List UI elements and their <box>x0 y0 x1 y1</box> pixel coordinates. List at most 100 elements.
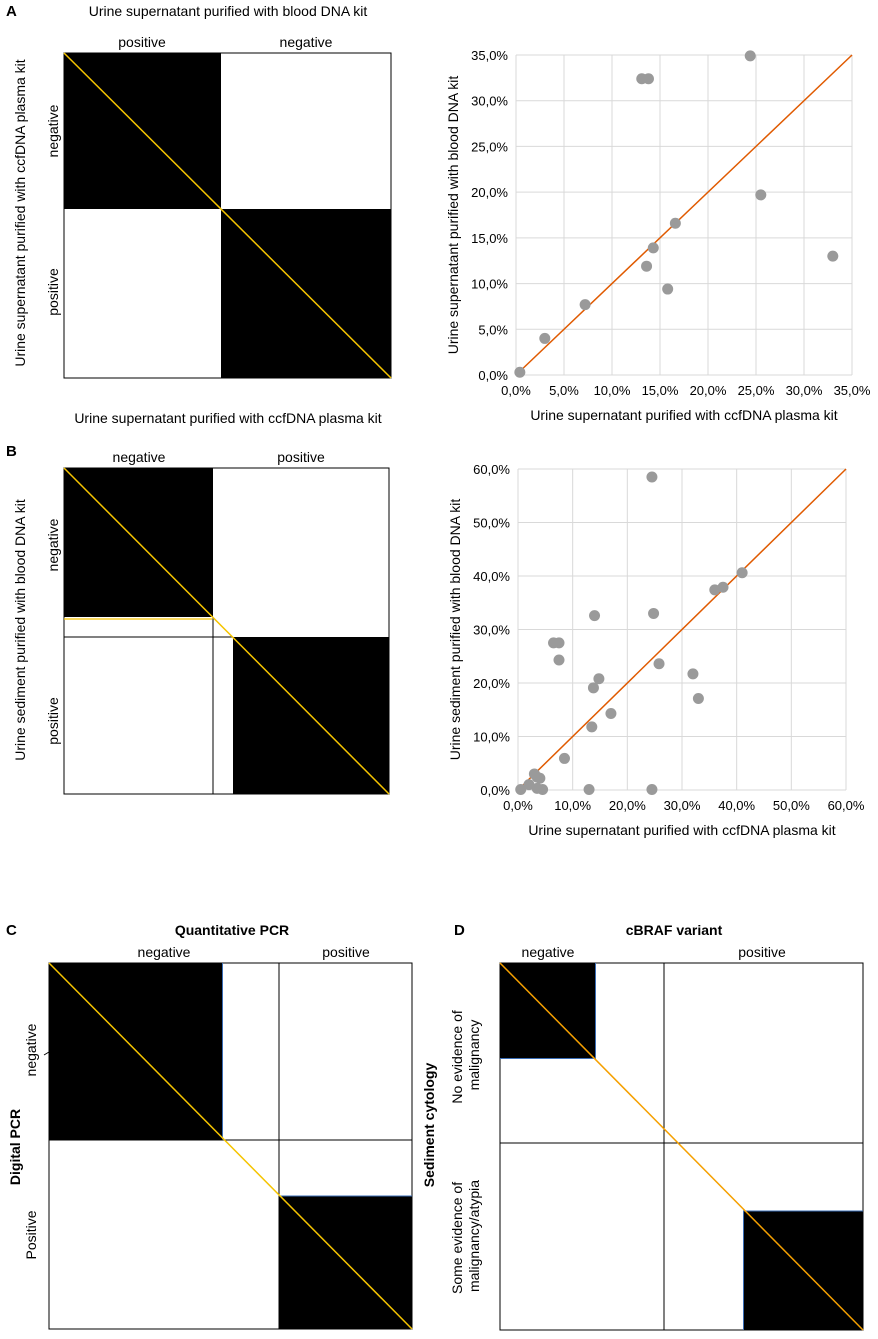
mosaic-b-col-label-1: negative <box>113 449 166 465</box>
scatter-b-point-11 <box>583 783 595 795</box>
mosaic-c-col-label-2: positive <box>322 944 370 960</box>
scatter-b-identity-line <box>517 468 847 791</box>
scatter-b-xtick-label-1: 10,0% <box>554 798 591 813</box>
scatter-b-ytick-label-1: 10,0% <box>473 730 510 745</box>
mosaic-a-row-label-2: positive <box>45 268 61 316</box>
scatter-a-point-4 <box>642 73 654 85</box>
mosaic-d-y-axis-label: Sediment cytology <box>421 1063 437 1188</box>
mosaic-d-col-label-2: positive <box>738 944 786 960</box>
mosaic-c-row-label-1: negative <box>23 1023 39 1076</box>
mosaic-b-y-axis-label: Urine sediment purified with blood DNA k… <box>12 499 28 761</box>
mosaic-b-diagonal <box>63 467 390 795</box>
mosaic-c-row-label-2: Positive <box>23 1210 39 1259</box>
scatter-a-point-1 <box>539 332 551 344</box>
scatter-b-point-1 <box>523 779 535 791</box>
mosaic-c-plot <box>43 962 413 1330</box>
scatter-b-xtick-label-5: 50,0% <box>773 798 810 813</box>
scatter-b-ytick-label-2: 20,0% <box>473 676 510 691</box>
scatter-a-xtick-label-4: 20,0% <box>690 383 727 398</box>
mosaic-c-col-label-1: negative <box>138 944 191 960</box>
scatter-a-point-8 <box>669 217 681 229</box>
scatter-b-point-20 <box>653 658 665 670</box>
scatter-b-xtick-label-4: 40,0% <box>718 798 755 813</box>
scatter-a-ytick-label-1: 5,0% <box>478 322 508 337</box>
scatter-a-xtick-label-0: 0,0% <box>501 383 531 398</box>
mosaic-d-row-label-2-line-1: Some evidence of <box>449 1182 465 1294</box>
mosaic-d-row-label-2: Some evidence of malignancy/atypia <box>449 1178 482 1294</box>
scatter-a: 0,0%0,0% 5,0% 5,0% 10,0% 10,0% 15,0% 15,0% 20,0… <box>445 48 871 423</box>
mosaic-a-diagonal <box>63 52 392 379</box>
mosaic-c-diagonal <box>48 962 413 1330</box>
scatter-a-y-axis-label: Urine supernatant purified with blood DN… <box>445 76 461 355</box>
scatter-b-y-axis-label: Urine sediment purified with blood DNA k… <box>447 499 463 761</box>
scatter-b-point-25 <box>736 567 748 579</box>
scatter-b-point-24 <box>717 581 729 593</box>
mosaic-d-row-label-1-line-1: No evidence of <box>449 1010 465 1104</box>
scatter-a-ytick-label-4: 20,0% <box>471 185 508 200</box>
scatter-a-point-9 <box>744 50 756 62</box>
scatter-a-ytick-label-2: 10,0% <box>471 277 508 292</box>
scatter-a-point-5 <box>641 260 653 272</box>
panel-letter-c: C <box>6 922 17 939</box>
scatter-b: 0,0%0,0% 10,0% 10,0% 20,0% 20,0% 30,0% 30,0% 40… <box>447 462 865 838</box>
scatter-b-xtick-label-6: 60,0% <box>828 798 865 813</box>
scatter-a-xtick-label-3: 15,0% <box>642 383 679 398</box>
scatter-b-xtick-label-0: 0,0% <box>503 798 533 813</box>
scatter-b-point-5 <box>534 772 546 784</box>
scatter-b-xtick-label-3: 30,0% <box>664 798 701 813</box>
scatter-a-point-7 <box>662 283 674 295</box>
mosaic-d-row-label-2-line-2: malignancy/atypia <box>466 1180 482 1292</box>
scatter-b-point-0 <box>515 783 527 795</box>
scatter-a-point-6 <box>647 242 659 254</box>
panel-letter-d: D <box>454 922 465 939</box>
scatter-b-point-16 <box>605 707 617 719</box>
scatter-b-x-axis-label: Urine supernatant purified with ccfDNA p… <box>528 822 835 838</box>
scatter-b-point-12 <box>586 721 598 733</box>
scatter-b-ytick-label-6: 60,0% <box>473 462 510 477</box>
mosaic-b-row-label-1: negative <box>45 518 61 571</box>
mosaic-d-diagonal <box>499 962 864 1331</box>
scatter-b-point-15 <box>593 673 605 685</box>
scatter-b-point-19 <box>648 607 660 619</box>
scatter-a-ytick-label-7: 35,0% <box>471 48 508 63</box>
scatter-a-point-10 <box>755 189 767 201</box>
panel-letter-a: A <box>6 3 17 20</box>
mosaic-a-x-caption: Urine supernatant purified with ccfDNA p… <box>74 410 381 426</box>
mosaic-d-row-label-1-line-2: malignancy <box>466 1020 482 1091</box>
scatter-a-point-11 <box>827 250 839 262</box>
scatter-b-point-17 <box>646 471 658 483</box>
mosaic-c-title: Quantitative PCR <box>175 922 289 938</box>
scatter-a-identity-line <box>515 54 853 376</box>
scatter-b-point-22 <box>692 693 704 705</box>
mosaic-d-title: cBRAF variant <box>626 922 723 938</box>
mosaic-b-row-label-2: positive <box>45 697 61 745</box>
scatter-a-ytick-label-3: 15,0% <box>471 231 508 246</box>
scatter-a-ytick-label-0: 0,0% <box>478 368 508 383</box>
scatter-b-ytick-label-0: 0,0% <box>480 783 510 798</box>
mosaic-a-col-label-1: positive <box>118 34 166 50</box>
mosaic-d-row-label-1: No evidence of malignancy <box>449 1006 482 1103</box>
scatter-b-point-18 <box>646 783 658 795</box>
scatter-b-point-13 <box>587 682 599 694</box>
mosaic-c-y-axis-label: Digital PCR <box>7 1109 23 1185</box>
scatter-a-ytick-label-6: 30,0% <box>471 94 508 109</box>
mosaic-a-col-label-2: negative <box>280 34 333 50</box>
scatter-a-point-2 <box>579 299 591 311</box>
scatter-a-xtick-label-7: 35,0% <box>834 383 871 398</box>
scatter-b-point-9 <box>553 654 565 666</box>
mosaic-a-plot <box>63 52 392 379</box>
scatter-a-xtick-label-5: 25,0% <box>738 383 775 398</box>
scatter-a-xtick-label-1: 5,0% <box>549 383 579 398</box>
scatter-b-ytick-label-3: 30,0% <box>473 623 510 638</box>
scatter-b-ytick-label-5: 50,0% <box>473 516 510 531</box>
mosaic-d-plot <box>499 962 864 1331</box>
mosaic-a-row-label-1: negative <box>45 104 61 157</box>
scatter-a-point-0 <box>514 366 526 378</box>
mosaic-a-title: Urine supernatant purified with blood DN… <box>89 3 368 19</box>
scatter-b-point-14 <box>589 610 601 622</box>
mosaic-b-plot <box>63 467 390 795</box>
panel-letter-b: B <box>6 443 17 460</box>
scatter-b-point-6 <box>537 783 549 795</box>
scatter-b-xtick-label-2: 20,0% <box>609 798 646 813</box>
